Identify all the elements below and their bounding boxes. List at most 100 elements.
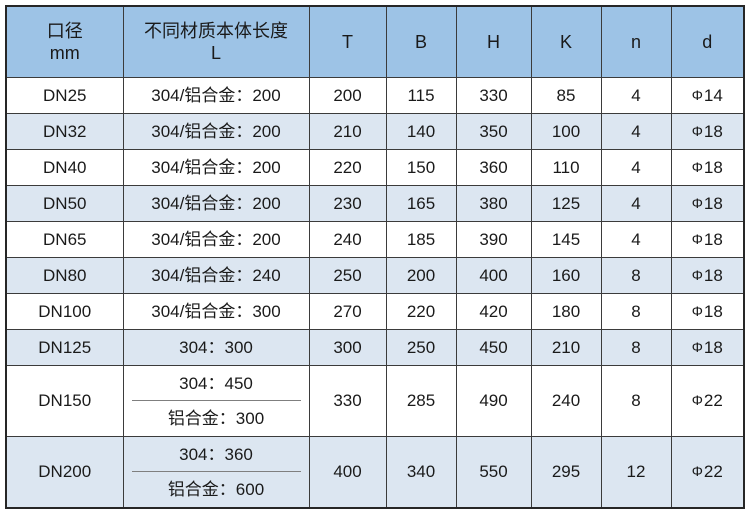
cell-h: 330 <box>455 77 532 114</box>
cell-k: 295 <box>530 436 602 509</box>
cell-t: 240 <box>308 221 387 258</box>
header-line-primary: 不同材质本体长度 <box>144 20 288 41</box>
cell-length: 304/铝合金：200 <box>122 185 310 222</box>
diameter-value: 22 <box>703 391 723 411</box>
cell-dn: DN32 <box>5 113 124 150</box>
cell-t: 270 <box>308 293 387 330</box>
cell-h: 420 <box>455 293 532 330</box>
header-cell-n: n <box>600 5 672 78</box>
split-length-group: 304：450 铝合金：300 <box>124 366 309 436</box>
diameter-symbol-icon: Φ <box>691 338 703 355</box>
cell-length: 304/铝合金：240 <box>122 257 310 294</box>
cell-h: 390 <box>455 221 532 258</box>
header-cell-h: H <box>455 5 532 78</box>
diameter-value: 18 <box>703 337 723 357</box>
cell-dn: DN80 <box>5 257 124 294</box>
cell-dn: DN40 <box>5 149 124 186</box>
cell-h: 490 <box>455 365 532 437</box>
cell-b: 150 <box>385 149 457 186</box>
cell-t: 300 <box>308 329 387 366</box>
cell-t: 230 <box>308 185 387 222</box>
table-row: DN125 304：300 300 250 450 210 8 Φ18 <box>5 329 745 366</box>
cell-t: 330 <box>308 365 387 437</box>
cell-dn: DN150 <box>5 365 124 437</box>
cell-b: 340 <box>385 436 457 509</box>
header-cell-dn: 口径 mm <box>5 5 124 78</box>
cell-k: 100 <box>530 113 602 150</box>
cell-length-material-2: 铝合金：600 <box>167 479 265 499</box>
cell-d: Φ18 <box>670 185 745 222</box>
cell-n: 8 <box>600 257 672 294</box>
cell-b: 115 <box>385 77 457 114</box>
cell-n: 4 <box>600 149 672 186</box>
cell-dn: DN50 <box>5 185 124 222</box>
cell-k: 160 <box>530 257 602 294</box>
header-cell-k: K <box>530 5 602 78</box>
cell-k: 210 <box>530 329 602 366</box>
cell-t: 200 <box>308 77 387 114</box>
diameter-value: 18 <box>703 265 723 285</box>
diameter-value: 18 <box>703 121 723 141</box>
header-line-secondary: mm <box>49 43 80 63</box>
cell-n: 8 <box>600 293 672 330</box>
diameter-symbol-icon: Φ <box>691 86 703 103</box>
table-row: DN80 304/铝合金：240 250 200 400 160 8 Φ18 <box>5 257 745 294</box>
cell-length: 304：360 铝合金：600 <box>122 436 310 509</box>
diameter-symbol-icon: Φ <box>691 463 703 480</box>
cell-b: 250 <box>385 329 457 366</box>
cell-length: 304：300 <box>122 329 310 366</box>
cell-dn: DN100 <box>5 293 124 330</box>
cell-length-material-1: 304：450 <box>124 366 309 401</box>
header-line-primary: d <box>702 31 713 52</box>
table-row: DN40 304/铝合金：200 220 150 360 110 4 Φ18 <box>5 149 745 186</box>
diameter-symbol-icon: Φ <box>691 392 703 409</box>
cell-k: 85 <box>530 77 602 114</box>
diameter-symbol-icon: Φ <box>691 122 703 139</box>
cell-d: Φ22 <box>670 365 745 437</box>
cell-dn: DN125 <box>5 329 124 366</box>
cell-length: 304/铝合金：300 <box>122 293 310 330</box>
diameter-value: 18 <box>703 229 723 249</box>
diameter-value: 18 <box>703 193 723 213</box>
table-row: DN100 304/铝合金：300 270 220 420 180 8 Φ18 <box>5 293 745 330</box>
cell-d: Φ18 <box>670 329 745 366</box>
cell-t: 250 <box>308 257 387 294</box>
cell-d: Φ18 <box>670 293 745 330</box>
cell-length: 304/铝合金：200 <box>122 113 310 150</box>
table-row: DN65 304/铝合金：200 240 185 390 145 4 Φ18 <box>5 221 745 258</box>
cell-d: Φ14 <box>670 77 745 114</box>
table-row: DN25 304/铝合金：200 200 115 330 85 4 Φ14 <box>5 77 745 114</box>
header-line-primary: 口径 <box>46 20 83 41</box>
cell-h: 400 <box>455 257 532 294</box>
cell-h: 360 <box>455 149 532 186</box>
cell-n: 8 <box>600 365 672 437</box>
cell-h: 450 <box>455 329 532 366</box>
cell-t: 220 <box>308 149 387 186</box>
cell-b: 140 <box>385 113 457 150</box>
table-row: DN200 304：360 铝合金：600 400 340 550 295 12 Φ22 <box>5 436 745 509</box>
cell-b: 200 <box>385 257 457 294</box>
header-cell-length: 不同材质本体长度 L <box>122 5 310 78</box>
cell-k: 145 <box>530 221 602 258</box>
cell-dn: DN200 <box>5 436 124 509</box>
cell-b: 185 <box>385 221 457 258</box>
cell-dn: DN25 <box>5 77 124 114</box>
diameter-value: 22 <box>703 462 723 482</box>
cell-length: 304/铝合金：200 <box>122 77 310 114</box>
diameter-value: 18 <box>703 301 723 321</box>
header-cell-t: T <box>308 5 387 78</box>
table-row: DN50 304/铝合金：200 230 165 380 125 4 Φ18 <box>5 185 745 222</box>
diameter-value: 14 <box>703 85 723 105</box>
diameter-value: 18 <box>703 157 723 177</box>
diameter-symbol-icon: Φ <box>691 302 703 319</box>
cell-d: Φ22 <box>670 436 745 509</box>
cell-k: 125 <box>530 185 602 222</box>
cell-t: 400 <box>308 436 387 509</box>
cell-dn: DN65 <box>5 221 124 258</box>
header-cell-d: d <box>670 5 745 78</box>
cell-length: 304/铝合金：200 <box>122 149 310 186</box>
cell-t: 210 <box>308 113 387 150</box>
header-line-secondary: L <box>210 43 221 63</box>
